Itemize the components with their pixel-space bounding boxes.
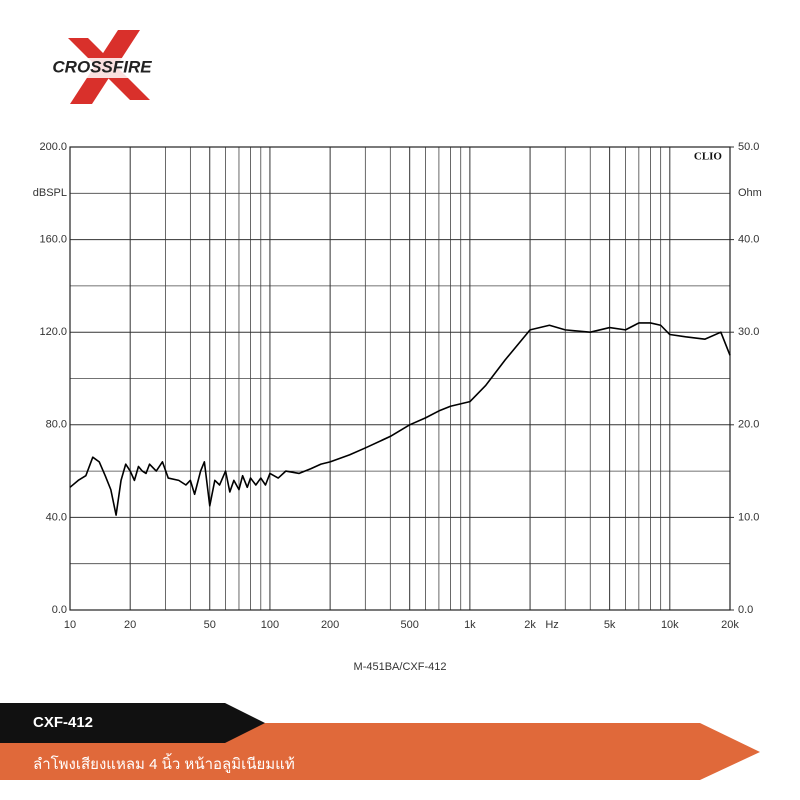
watermark: CLIO (694, 151, 723, 163)
x-tick-label: 5k (604, 619, 616, 631)
chart: 0.0 40.0 80.0 120.0 160.0 200.0 0.0 10.0 20.0 30.… (33, 141, 762, 673)
x-tick-label: 2k (524, 619, 536, 631)
y-tick-label: 200.0 (39, 141, 67, 153)
y-tick-label: 120.0 (39, 326, 67, 338)
x-unit: Hz (545, 619, 558, 631)
logo-band (34, 58, 170, 78)
banner-model: CXF-412 (33, 714, 93, 731)
x-tick-label: 10k (661, 619, 679, 631)
y2-axis-label: Ohm (738, 187, 762, 199)
plot-frame (69, 146, 731, 611)
caption: M-451BA/CXF-412 (354, 661, 447, 673)
banner-black (0, 703, 265, 743)
banner: CXF-412 ลำโพงเสียงแหลม 4 นิ้ว หน้าอลูมิเ… (0, 703, 760, 780)
y2-tick-label: 0.0 (738, 604, 753, 616)
y2-tick-label: 30.0 (738, 326, 759, 338)
x-tick-label: 200 (321, 619, 339, 631)
banner-description: ลำโพงเสียงแหลม 4 นิ้ว หน้าอลูมิเนียมแท้ (33, 753, 295, 773)
y2-tick-label: 50.0 (738, 141, 759, 153)
x-tick-label: 10 (64, 619, 76, 631)
y2-tick-label: 10.0 (738, 511, 759, 523)
y2-tick-label: 20.0 (738, 419, 759, 431)
y2-tick-label: 40.0 (738, 234, 759, 246)
y-tick-label: 0.0 (52, 604, 67, 616)
x-tick-label: 1k (464, 619, 476, 631)
y-tick-label: 40.0 (46, 511, 67, 523)
y-tick-label: 160.0 (39, 234, 67, 246)
x-tick-label: 20 (124, 619, 136, 631)
logo: CROSSFIRE (34, 30, 170, 104)
x-tick-label: 50 (204, 619, 216, 631)
x-tick-label: 100 (261, 619, 279, 631)
series-line (69, 322, 731, 516)
logo-text: CROSSFIRE (52, 57, 152, 76)
y-axis-label: dBSPL (33, 187, 67, 199)
x-tick-label: 20k (721, 619, 739, 631)
y-tick-label: 80.0 (46, 419, 67, 431)
x-tick-label: 500 (401, 619, 419, 631)
